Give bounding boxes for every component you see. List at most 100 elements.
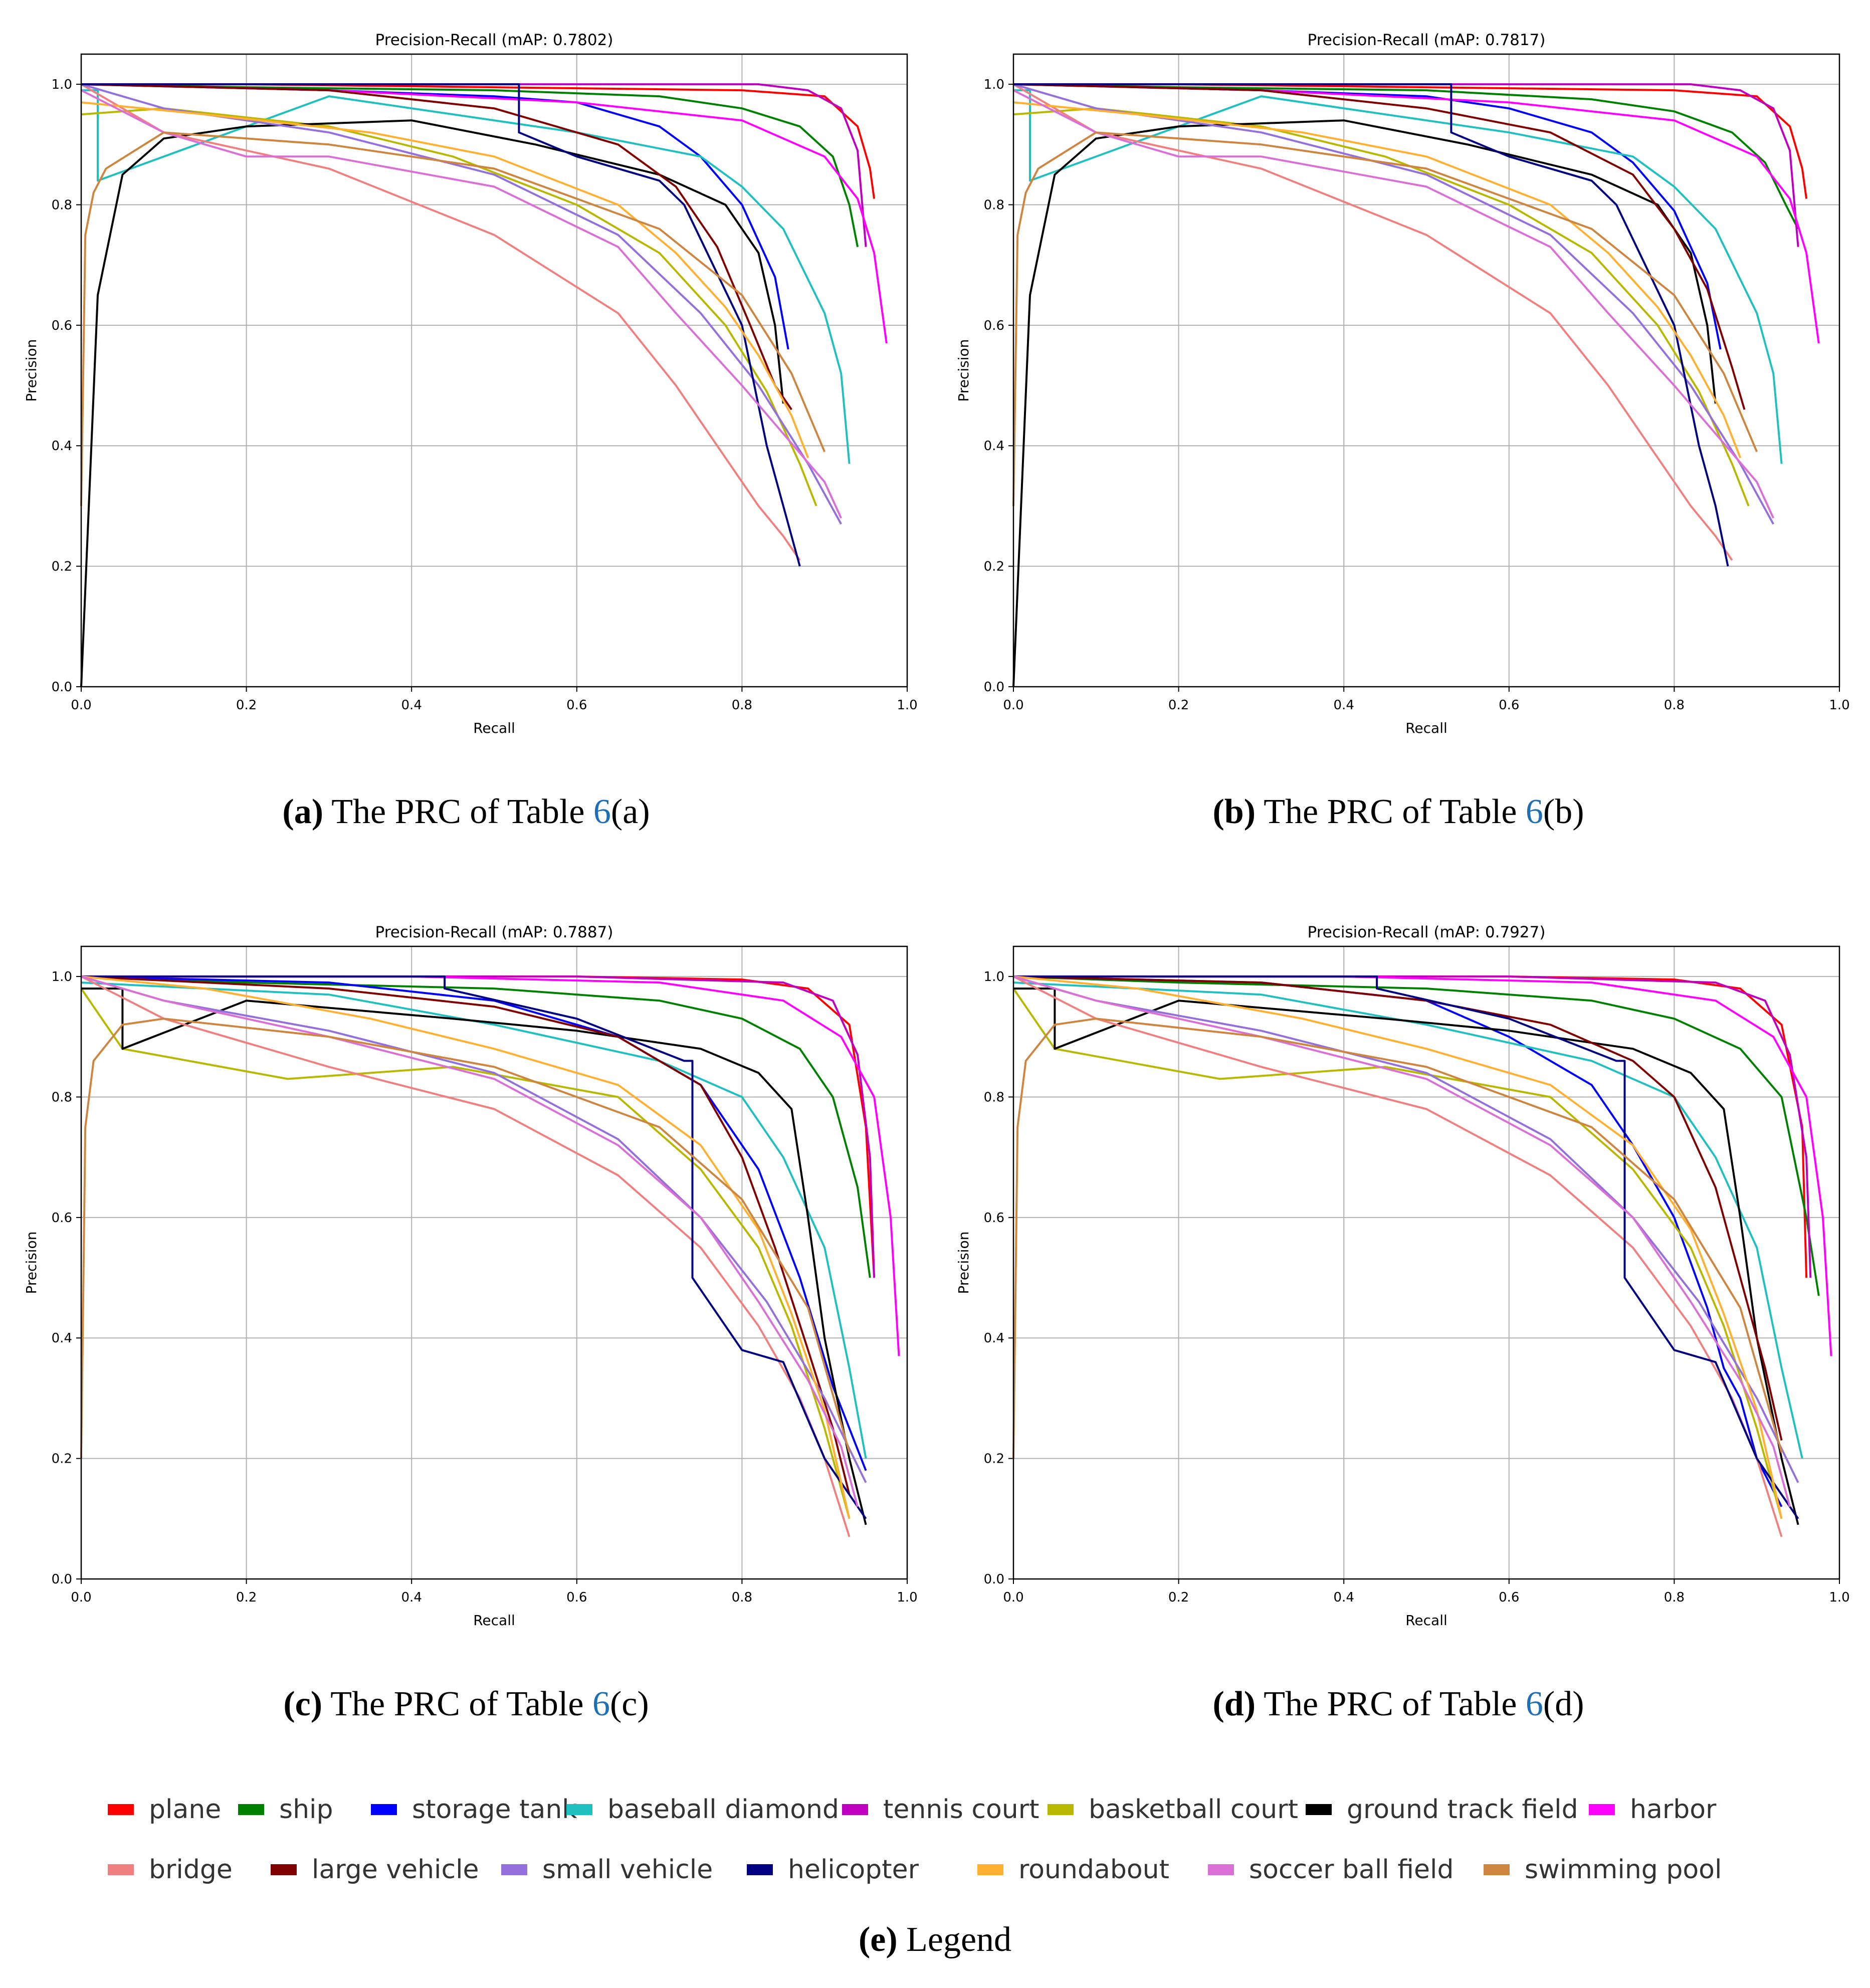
chart-a-series-helicopter	[81, 83, 801, 567]
caption-c-post: (c)	[609, 1685, 649, 1723]
chart-a-ytick-label: 0.4	[52, 439, 72, 454]
chart-c-svg: Precision-Recall (mAP: 0.7887) 0.0 0.2 0.4 0…	[23, 923, 918, 1629]
chart-a-ytick-label: 1.0	[52, 77, 72, 92]
caption-b-ref[interactable]: 6	[1525, 792, 1543, 831]
chart-c-xtick-label: 0.2	[236, 1590, 257, 1605]
chart-b-xtick-label: 1.0	[1829, 698, 1849, 713]
legend-caption-text: Legend	[897, 1920, 1012, 1959]
caption-a: (a) The PRC of Table 6(a)	[0, 792, 932, 832]
legend-item-swimming-pool: swimming pool	[1484, 1845, 1722, 1895]
chart-b-ylabel: Precision	[955, 339, 972, 402]
legend-swatch-basketball-court	[1048, 1804, 1074, 1815]
caption-c: (c) The PRC of Table 6(c)	[0, 1684, 932, 1724]
legend-swatch-harbor	[1589, 1804, 1615, 1815]
chart-a-ytick-label: 0.8	[52, 197, 72, 213]
chart-d-series-bridge	[1013, 975, 1783, 1537]
chart-d-ytick-label: 0.6	[984, 1211, 1004, 1226]
legend-label-plane: plane	[149, 1795, 222, 1825]
chart-b-xlabel: Recall	[1405, 720, 1447, 736]
chart-b-svg: Precision-Recall (mAP: 0.7817) 0.0 0.2 0.4 0…	[955, 31, 1850, 736]
chart-b-ytick-label: 0.2	[984, 559, 1004, 574]
chart-a-series-soccer-ball-field	[81, 89, 843, 519]
caption-c-ref[interactable]: 6	[592, 1685, 610, 1723]
caption-d-ref[interactable]: 6	[1525, 1685, 1543, 1723]
legend-label-baseball-diamond: baseball diamond	[607, 1795, 840, 1825]
chart-a-ytick-label: 0.2	[52, 559, 72, 574]
chart-b-ytick-label: 0.8	[984, 197, 1004, 213]
chart-b-ytick-label: 1.0	[984, 77, 1004, 92]
chart-c-series-swimming-pool	[80, 1018, 851, 1459]
caption-a-post: (a)	[610, 792, 650, 831]
legend-item-helicopter: helicopter	[747, 1845, 919, 1895]
legend-row-1: plane ship storage tank baseball diamond ten…	[0, 1784, 1870, 1835]
legend-label-storage-tank: storage tank	[412, 1795, 577, 1825]
legend-swatch-helicopter	[747, 1864, 773, 1875]
chart-d-frame	[1012, 945, 1840, 1580]
chart-d-xlabel: Recall	[1405, 1612, 1447, 1629]
chart-b-ytick-label: 0.6	[984, 318, 1004, 333]
legend-label-tennis-court: tennis court	[883, 1795, 1040, 1825]
legend-swatch-ship	[238, 1804, 264, 1815]
legend-label-small-vehicle: small vehicle	[542, 1855, 713, 1885]
legend-item-baseball-diamond: baseball diamond	[566, 1784, 839, 1835]
chart-d-ylabel: Precision	[955, 1232, 972, 1294]
chart-b-ytick-label: 0.4	[984, 439, 1004, 454]
chart-c-series-soccer-ball-field	[81, 975, 859, 1507]
legend-swatch-swimming-pool	[1484, 1864, 1510, 1875]
caption-b-tag: (b)	[1212, 792, 1256, 831]
chart-c-ytick-label: 1.0	[52, 969, 72, 984]
chart-a-ytick-label: 0.0	[52, 680, 72, 695]
chart-d-ytick-label: 0.2	[984, 1452, 1004, 1467]
chart-a-frame	[80, 53, 908, 688]
chart-d-series-swimming-pool	[1012, 1018, 1783, 1459]
chart-b-xtick-label: 0.6	[1499, 698, 1519, 713]
caption-d-pre: The PRC of Table	[1256, 1685, 1526, 1723]
legend-label-basketball-court: basketball court	[1089, 1795, 1299, 1825]
chart-a-xtick-label: 1.0	[897, 698, 917, 713]
chart-b-series-helicopter	[1013, 83, 1729, 567]
legend-swatch-tennis-court	[842, 1804, 868, 1815]
legend-item-basketball-court: basketball court	[1048, 1784, 1298, 1835]
chart-a-series-swimming-pool	[80, 131, 826, 506]
chart-b-series-large-vehicle	[1013, 83, 1746, 410]
legend: plane ship storage tank baseball diamond ten…	[0, 1784, 1870, 1915]
chart-b-series-ground-track-field	[1012, 119, 1717, 687]
chart-c-title: Precision-Recall (mAP: 0.7887)	[375, 923, 613, 941]
chart-b-xtick-label: 0.2	[1168, 698, 1189, 713]
chart-d-ytick-label: 0.4	[984, 1331, 1004, 1346]
chart-panel-d: Precision-Recall (mAP: 0.7927) 0.0 0.2 0.4 0…	[932, 892, 1864, 1723]
chart-c-series-harbor	[81, 975, 900, 1356]
chart-c-series-storage-tank	[81, 975, 867, 1471]
chart-d-series-basketball-court	[1012, 987, 1783, 1519]
chart-b-title: Precision-Recall (mAP: 0.7817)	[1308, 31, 1546, 49]
chart-c-frame	[80, 945, 908, 1580]
chart-c-xtick-label: 0.4	[401, 1590, 422, 1605]
legend-item-large-vehicle: large vehicle	[271, 1845, 479, 1895]
legend-label-ground-track-field: ground track field	[1347, 1795, 1578, 1825]
caption-a-tag: (a)	[282, 792, 324, 831]
chart-a-series-large-vehicle	[81, 83, 792, 411]
chart-d-series-ship	[1013, 975, 1820, 1296]
chart-d-xtick-label: 0.0	[1003, 1590, 1023, 1605]
chart-d-xtick-label: 0.8	[1664, 1590, 1685, 1605]
chart-a-xtick-label: 0.2	[236, 698, 257, 713]
legend-swatch-large-vehicle	[271, 1864, 297, 1875]
legend-label-helicopter: helicopter	[788, 1855, 919, 1885]
chart-a-ylabel: Precision	[23, 339, 40, 402]
chart-a-xtick-label: 0.6	[566, 698, 587, 713]
chart-d-series-harbor	[1013, 975, 1832, 1356]
chart-a-xtick-label: 0.4	[401, 698, 422, 713]
legend-item-plane: plane	[108, 1784, 221, 1835]
chart-c-ylabel: Precision	[23, 1232, 40, 1294]
chart-d-series-large-vehicle	[1013, 975, 1783, 1441]
legend-item-ground-track-field: ground track field	[1306, 1784, 1578, 1835]
caption-c-pre: The PRC of Table	[322, 1685, 592, 1723]
chart-d-xtick-label: 0.2	[1168, 1590, 1189, 1605]
chart-d-svg: Precision-Recall (mAP: 0.7927) 0.0 0.2 0.4 0…	[955, 923, 1850, 1629]
legend-label-ship: ship	[279, 1795, 333, 1825]
legend-label-soccer-ball-field: soccer ball field	[1249, 1855, 1454, 1885]
chart-d-series-soccer-ball-field	[1013, 975, 1791, 1507]
caption-a-ref[interactable]: 6	[593, 792, 611, 831]
chart-c-series-bridge	[81, 975, 851, 1537]
legend-item-roundabout: roundabout	[977, 1845, 1169, 1895]
